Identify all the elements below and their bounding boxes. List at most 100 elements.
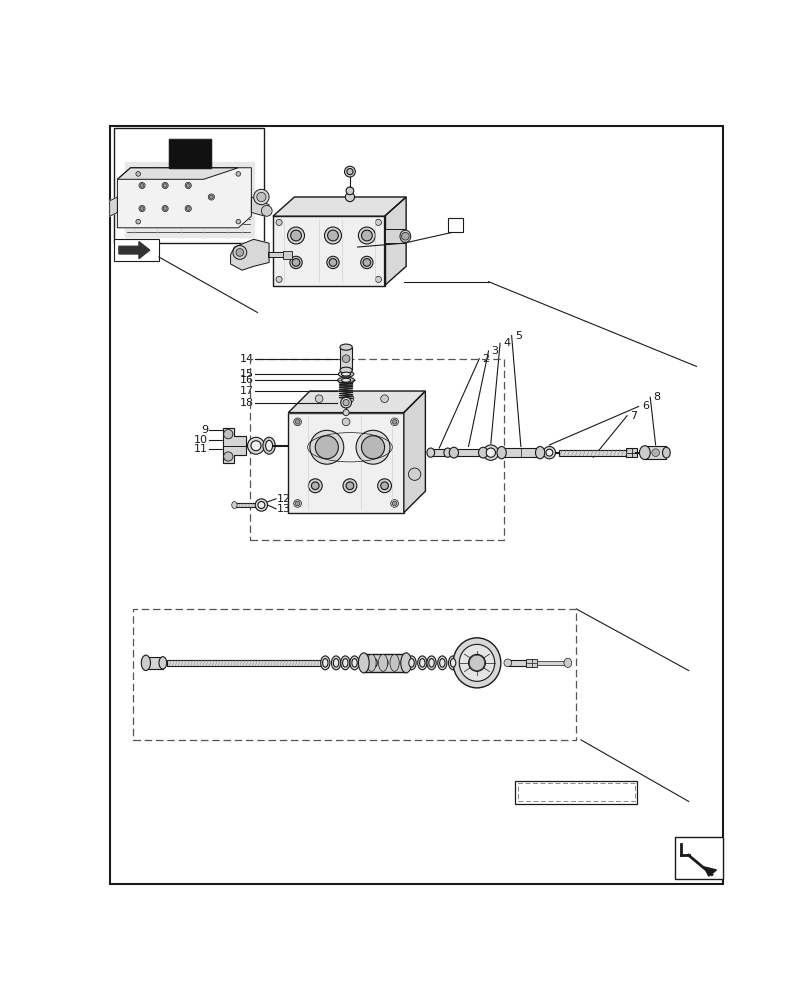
Text: 12: 12 — [277, 494, 290, 504]
Bar — [250, 359, 504, 540]
Bar — [453, 449, 483, 456]
Circle shape — [209, 195, 213, 199]
Ellipse shape — [417, 656, 427, 670]
Circle shape — [380, 482, 388, 490]
Circle shape — [326, 256, 339, 269]
Bar — [644, 446, 666, 459]
Circle shape — [315, 436, 338, 459]
Text: 6: 6 — [641, 401, 648, 411]
Ellipse shape — [400, 230, 410, 242]
Circle shape — [345, 482, 354, 490]
Circle shape — [292, 259, 299, 266]
Text: 18: 18 — [239, 398, 253, 408]
Circle shape — [341, 355, 350, 363]
Polygon shape — [169, 139, 211, 168]
Bar — [517, 783, 634, 801]
Circle shape — [294, 418, 301, 426]
Ellipse shape — [543, 446, 555, 459]
Polygon shape — [272, 216, 384, 286]
Circle shape — [139, 205, 145, 212]
Ellipse shape — [255, 499, 267, 511]
Text: 1: 1 — [451, 218, 459, 231]
Circle shape — [295, 420, 299, 424]
Circle shape — [360, 256, 372, 269]
Circle shape — [310, 430, 343, 464]
Polygon shape — [109, 197, 118, 216]
Ellipse shape — [231, 502, 237, 508]
Text: 13: 13 — [277, 504, 290, 514]
Text: 3: 3 — [491, 346, 498, 356]
Ellipse shape — [439, 659, 444, 667]
Circle shape — [342, 479, 356, 493]
Circle shape — [185, 205, 191, 212]
Circle shape — [163, 207, 167, 210]
Bar — [507, 660, 526, 666]
Circle shape — [361, 230, 371, 241]
Circle shape — [375, 219, 381, 225]
Ellipse shape — [251, 441, 260, 451]
Circle shape — [185, 182, 191, 189]
Circle shape — [135, 172, 140, 176]
Circle shape — [135, 219, 140, 224]
Polygon shape — [403, 391, 425, 513]
Polygon shape — [125, 162, 253, 237]
Circle shape — [345, 192, 354, 202]
Text: 2: 2 — [482, 354, 489, 364]
Ellipse shape — [247, 437, 264, 454]
Ellipse shape — [389, 654, 399, 671]
Polygon shape — [118, 242, 149, 259]
Circle shape — [162, 205, 168, 212]
Ellipse shape — [342, 659, 348, 667]
Circle shape — [392, 501, 397, 506]
Circle shape — [361, 436, 384, 459]
Circle shape — [408, 468, 420, 480]
Ellipse shape — [459, 644, 494, 681]
Bar — [501, 448, 539, 457]
Circle shape — [342, 400, 349, 406]
Circle shape — [327, 230, 338, 241]
Circle shape — [140, 207, 144, 210]
Bar — [558, 450, 627, 456]
Ellipse shape — [401, 656, 411, 670]
Circle shape — [163, 184, 167, 187]
Bar — [384, 229, 404, 243]
Circle shape — [315, 395, 323, 403]
Ellipse shape — [361, 659, 366, 667]
Bar — [167, 660, 321, 666]
Ellipse shape — [337, 377, 354, 383]
Polygon shape — [222, 428, 246, 463]
Ellipse shape — [350, 656, 358, 670]
Circle shape — [290, 256, 302, 269]
Text: 16: 16 — [239, 375, 253, 385]
Ellipse shape — [427, 656, 436, 670]
Polygon shape — [384, 197, 406, 286]
Circle shape — [236, 172, 240, 176]
Circle shape — [341, 418, 350, 426]
Bar — [234, 503, 255, 507]
Circle shape — [236, 249, 243, 256]
Circle shape — [139, 182, 145, 189]
Circle shape — [276, 276, 281, 282]
Text: 9: 9 — [201, 425, 208, 435]
Circle shape — [392, 420, 397, 424]
Polygon shape — [230, 239, 268, 270]
Ellipse shape — [159, 657, 166, 669]
Text: 8: 8 — [653, 392, 659, 402]
Bar — [674, 837, 722, 879]
Ellipse shape — [444, 448, 451, 457]
Polygon shape — [288, 413, 403, 513]
Ellipse shape — [437, 656, 446, 670]
Bar — [146, 657, 163, 669]
Text: 7: 7 — [629, 411, 637, 421]
Circle shape — [345, 187, 354, 195]
Ellipse shape — [341, 372, 350, 376]
Ellipse shape — [453, 638, 500, 688]
Text: 17: 17 — [239, 386, 253, 396]
Circle shape — [290, 230, 301, 241]
Ellipse shape — [265, 440, 272, 451]
Bar — [447, 218, 462, 232]
Circle shape — [375, 276, 381, 282]
Bar — [114, 128, 264, 243]
Circle shape — [328, 259, 337, 266]
Circle shape — [256, 192, 266, 202]
